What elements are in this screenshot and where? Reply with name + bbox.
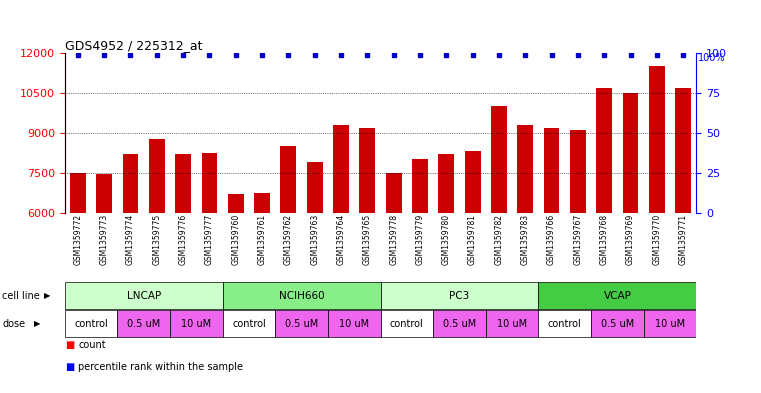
Text: count: count <box>78 340 106 350</box>
Text: NCIH660: NCIH660 <box>279 290 324 301</box>
Bar <box>597 88 612 213</box>
Bar <box>254 193 270 213</box>
Bar <box>539 282 696 309</box>
Bar <box>433 310 486 338</box>
Bar <box>65 310 117 338</box>
Text: 0.5 uM: 0.5 uM <box>285 319 318 329</box>
Bar <box>123 154 139 213</box>
Text: GSM1359763: GSM1359763 <box>310 214 319 265</box>
Bar <box>649 66 665 213</box>
Bar <box>328 310 380 338</box>
Bar <box>675 88 691 213</box>
Text: control: control <box>74 319 108 329</box>
Bar <box>281 146 296 213</box>
Bar <box>380 282 539 309</box>
Bar <box>491 106 507 213</box>
Bar <box>644 310 696 338</box>
Bar <box>307 162 323 213</box>
Text: control: control <box>232 319 266 329</box>
Bar <box>275 310 328 338</box>
Bar <box>543 127 559 213</box>
Bar <box>539 310 591 338</box>
Text: 10 uM: 10 uM <box>181 319 212 329</box>
Bar <box>517 125 533 213</box>
Text: 0.5 uM: 0.5 uM <box>600 319 634 329</box>
Bar <box>223 282 380 309</box>
Text: GSM1359778: GSM1359778 <box>389 214 398 265</box>
Text: GSM1359770: GSM1359770 <box>652 214 661 265</box>
Bar <box>486 310 539 338</box>
Text: 100%: 100% <box>698 53 725 63</box>
Text: GSM1359773: GSM1359773 <box>100 214 109 265</box>
Text: 10 uM: 10 uM <box>497 319 527 329</box>
Bar <box>170 310 223 338</box>
Bar <box>380 310 433 338</box>
Bar <box>570 130 586 213</box>
Text: GSM1359781: GSM1359781 <box>468 214 477 265</box>
Bar <box>202 153 218 213</box>
Text: ▶: ▶ <box>44 291 51 300</box>
Text: GSM1359771: GSM1359771 <box>679 214 688 265</box>
Bar <box>333 125 349 213</box>
Bar <box>622 93 638 213</box>
Bar <box>228 194 244 213</box>
Text: cell line: cell line <box>2 290 40 301</box>
Text: LNCAP: LNCAP <box>126 290 161 301</box>
Text: GSM1359777: GSM1359777 <box>205 214 214 265</box>
Text: 0.5 uM: 0.5 uM <box>443 319 476 329</box>
Text: VCAP: VCAP <box>603 290 632 301</box>
Text: GSM1359774: GSM1359774 <box>126 214 135 265</box>
Text: GSM1359762: GSM1359762 <box>284 214 293 265</box>
Bar <box>65 282 223 309</box>
Text: GDS4952 / 225312_at: GDS4952 / 225312_at <box>65 39 202 52</box>
Bar <box>359 127 375 213</box>
Text: GSM1359779: GSM1359779 <box>416 214 425 265</box>
Text: percentile rank within the sample: percentile rank within the sample <box>78 362 244 371</box>
Text: GSM1359760: GSM1359760 <box>231 214 240 265</box>
Text: GSM1359768: GSM1359768 <box>600 214 609 265</box>
Text: GSM1359782: GSM1359782 <box>495 214 504 265</box>
Text: GSM1359772: GSM1359772 <box>73 214 82 265</box>
Text: GSM1359764: GSM1359764 <box>336 214 345 265</box>
Text: GSM1359780: GSM1359780 <box>442 214 451 265</box>
Text: GSM1359765: GSM1359765 <box>363 214 372 265</box>
Bar <box>117 310 170 338</box>
Text: 0.5 uM: 0.5 uM <box>127 319 161 329</box>
Bar <box>386 173 402 213</box>
Text: GSM1359776: GSM1359776 <box>179 214 188 265</box>
Bar <box>223 310 275 338</box>
Bar <box>149 140 164 213</box>
Text: GSM1359761: GSM1359761 <box>257 214 266 265</box>
Text: GSM1359783: GSM1359783 <box>521 214 530 265</box>
Bar <box>70 173 86 213</box>
Bar <box>412 160 428 213</box>
Text: GSM1359775: GSM1359775 <box>152 214 161 265</box>
Bar <box>438 154 454 213</box>
Bar <box>175 154 191 213</box>
Bar <box>591 310 644 338</box>
Text: GSM1359769: GSM1359769 <box>626 214 635 265</box>
Text: dose: dose <box>2 319 25 329</box>
Text: control: control <box>390 319 424 329</box>
Text: 10 uM: 10 uM <box>655 319 685 329</box>
Text: 10 uM: 10 uM <box>339 319 369 329</box>
Bar <box>465 151 480 213</box>
Text: ▶: ▶ <box>33 320 40 328</box>
Text: GSM1359767: GSM1359767 <box>573 214 582 265</box>
Text: ■: ■ <box>65 340 74 350</box>
Text: ■: ■ <box>65 362 74 371</box>
Text: control: control <box>548 319 581 329</box>
Bar <box>96 174 112 213</box>
Text: PC3: PC3 <box>449 290 470 301</box>
Text: GSM1359766: GSM1359766 <box>547 214 556 265</box>
